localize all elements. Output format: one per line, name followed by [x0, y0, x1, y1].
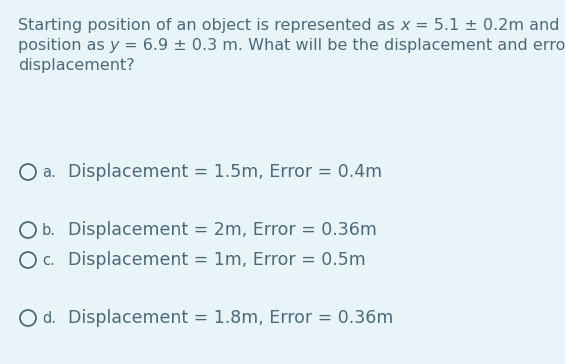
Text: Displacement = 1.5m, Error = 0.4m: Displacement = 1.5m, Error = 0.4m	[68, 163, 382, 181]
Text: x: x	[400, 18, 410, 33]
Text: displacement?: displacement?	[18, 58, 134, 73]
Text: b.: b.	[42, 223, 56, 238]
Text: Displacement = 1m, Error = 0.5m: Displacement = 1m, Error = 0.5m	[68, 251, 366, 269]
Text: c.: c.	[42, 253, 55, 268]
Text: d.: d.	[42, 311, 56, 326]
Text: Displacement = 2m, Error = 0.36m: Displacement = 2m, Error = 0.36m	[68, 221, 377, 239]
Text: y: y	[110, 38, 119, 53]
Text: Starting position of an object is represented as: Starting position of an object is repres…	[18, 18, 400, 33]
Text: Displacement = 1.8m, Error = 0.36m: Displacement = 1.8m, Error = 0.36m	[68, 309, 393, 327]
Text: position as: position as	[18, 38, 110, 53]
Text: = 6.9 ± 0.3 m. What will be the displacement and error in: = 6.9 ± 0.3 m. What will be the displace…	[119, 38, 565, 53]
Text: a.: a.	[42, 165, 56, 180]
Text: = 5.1 ± 0.2m and finishing: = 5.1 ± 0.2m and finishing	[410, 18, 565, 33]
